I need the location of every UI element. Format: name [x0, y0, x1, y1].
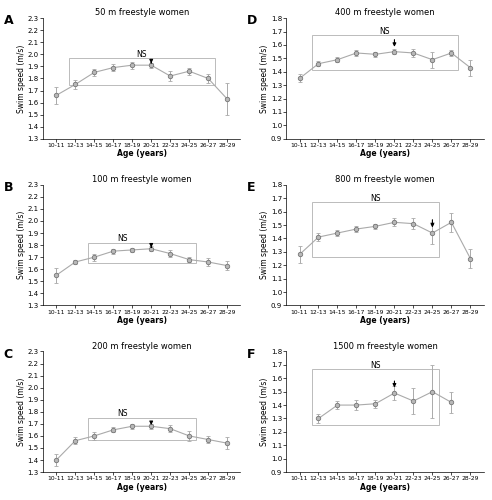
Y-axis label: Swim speed (m/s): Swim speed (m/s) — [260, 44, 270, 112]
Y-axis label: Swim speed (m/s): Swim speed (m/s) — [17, 211, 26, 280]
Text: NS: NS — [118, 410, 128, 418]
Title: 1500 m freestyle women: 1500 m freestyle women — [333, 342, 437, 350]
Text: NS: NS — [136, 50, 147, 58]
Text: C: C — [3, 348, 13, 361]
Bar — [68, 58, 215, 85]
Bar — [88, 242, 196, 262]
Text: NS: NS — [370, 194, 381, 203]
Text: NS: NS — [370, 360, 381, 370]
Text: F: F — [246, 348, 255, 361]
Bar — [312, 202, 439, 256]
Title: 50 m freestyle women: 50 m freestyle women — [94, 8, 189, 18]
X-axis label: Age (years): Age (years) — [117, 316, 167, 325]
Text: NS: NS — [380, 26, 390, 36]
Text: A: A — [3, 14, 13, 28]
X-axis label: Age (years): Age (years) — [117, 482, 167, 492]
X-axis label: Age (years): Age (years) — [360, 150, 410, 158]
Y-axis label: Swim speed (m/s): Swim speed (m/s) — [260, 378, 270, 446]
Bar — [312, 35, 458, 70]
Bar — [312, 369, 439, 424]
Text: E: E — [246, 181, 255, 194]
Title: 200 m freestyle women: 200 m freestyle women — [92, 342, 191, 350]
X-axis label: Age (years): Age (years) — [360, 482, 410, 492]
Text: NS: NS — [118, 234, 128, 244]
Y-axis label: Swim speed (m/s): Swim speed (m/s) — [17, 44, 26, 112]
Text: B: B — [3, 181, 13, 194]
X-axis label: Age (years): Age (years) — [360, 316, 410, 325]
X-axis label: Age (years): Age (years) — [117, 150, 167, 158]
Text: D: D — [246, 14, 257, 28]
Y-axis label: Swim speed (m/s): Swim speed (m/s) — [17, 378, 26, 446]
Bar — [88, 418, 196, 440]
Title: 100 m freestyle women: 100 m freestyle women — [92, 175, 191, 184]
Title: 400 m freestyle women: 400 m freestyle women — [335, 8, 435, 18]
Title: 800 m freestyle women: 800 m freestyle women — [335, 175, 435, 184]
Y-axis label: Swim speed (m/s): Swim speed (m/s) — [260, 211, 270, 280]
